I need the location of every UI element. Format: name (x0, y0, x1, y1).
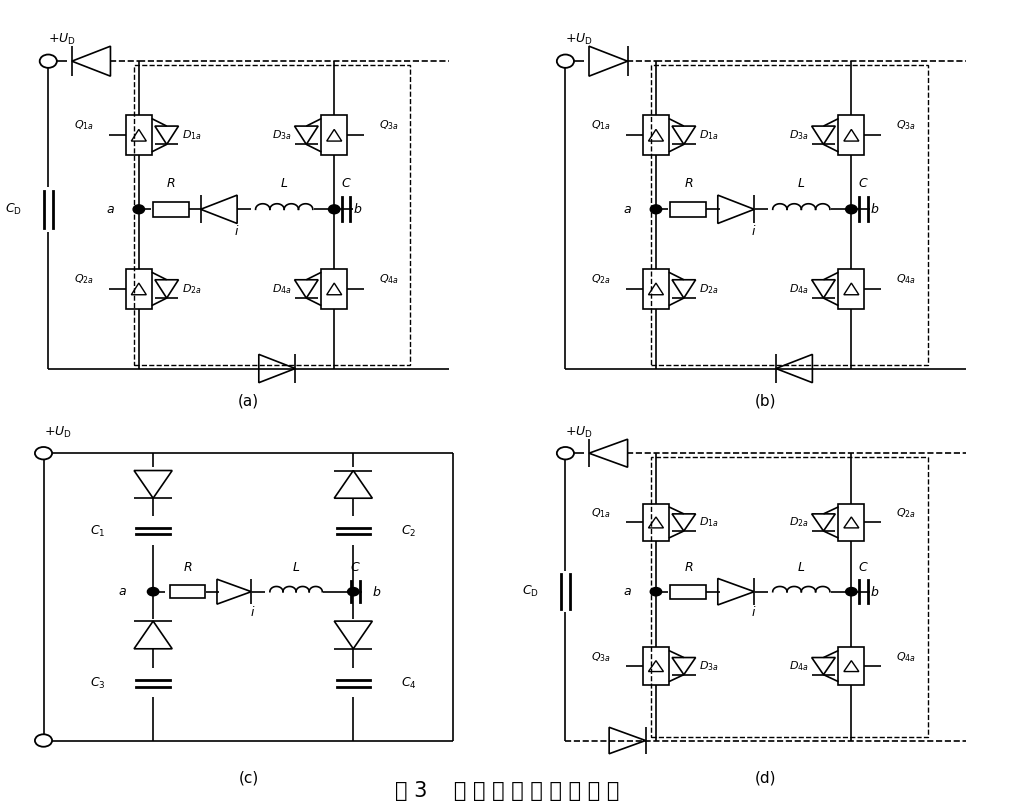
Text: $D_{4a}$: $D_{4a}$ (272, 282, 291, 295)
Circle shape (846, 204, 857, 214)
Text: $C$: $C$ (350, 561, 361, 574)
Text: $D_{3a}$: $D_{3a}$ (699, 659, 719, 673)
Text: $Q_{2a}$: $Q_{2a}$ (896, 506, 917, 520)
Text: $b$: $b$ (372, 584, 381, 599)
Text: $Q_{1a}$: $Q_{1a}$ (591, 506, 610, 520)
Bar (321, 115, 347, 155)
Text: $R$: $R$ (166, 177, 176, 190)
Bar (126, 115, 152, 155)
Text: $b$: $b$ (870, 202, 880, 217)
Text: $D_{4a}$: $D_{4a}$ (789, 282, 808, 295)
Text: $D_{3a}$: $D_{3a}$ (272, 128, 291, 142)
Text: $C_4$: $C_4$ (401, 676, 417, 691)
Text: $C$: $C$ (858, 177, 869, 190)
Text: (a): (a) (238, 394, 259, 409)
Text: $Q_{3a}$: $Q_{3a}$ (896, 118, 917, 132)
Circle shape (846, 588, 857, 596)
Bar (169, 585, 205, 598)
Text: $L$: $L$ (797, 177, 805, 190)
Text: $L$: $L$ (292, 561, 300, 574)
Text: $Q_{1a}$: $Q_{1a}$ (74, 118, 93, 132)
Text: $Q_{4a}$: $Q_{4a}$ (896, 650, 917, 663)
Text: $a$: $a$ (624, 585, 632, 598)
Text: $D_{4a}$: $D_{4a}$ (789, 659, 808, 673)
Circle shape (650, 588, 662, 596)
Text: $C_3$: $C_3$ (90, 676, 105, 691)
Bar (651, 65, 928, 365)
Bar (839, 115, 864, 155)
Text: $Q_{3a}$: $Q_{3a}$ (591, 650, 610, 663)
Circle shape (40, 55, 57, 68)
Text: $Q_{3a}$: $Q_{3a}$ (379, 118, 400, 132)
Text: $L$: $L$ (797, 561, 805, 574)
Circle shape (147, 588, 159, 596)
Text: $D_{2a}$: $D_{2a}$ (789, 515, 808, 530)
Text: $D_{1a}$: $D_{1a}$ (699, 515, 719, 530)
Circle shape (557, 447, 574, 460)
Text: $b$: $b$ (353, 202, 363, 217)
Text: (d): (d) (754, 770, 777, 785)
Text: $Q_{2a}$: $Q_{2a}$ (591, 272, 610, 286)
Bar (643, 504, 669, 541)
Circle shape (34, 734, 52, 747)
Text: $C_{\rm D}$: $C_{\rm D}$ (522, 584, 539, 599)
Bar (643, 647, 669, 685)
Text: $a$: $a$ (624, 203, 632, 216)
Text: $C$: $C$ (858, 561, 869, 574)
Text: $R$: $R$ (183, 561, 193, 574)
Text: $a$: $a$ (106, 203, 115, 216)
Circle shape (348, 588, 359, 596)
Bar (651, 456, 928, 737)
Circle shape (34, 447, 52, 460)
Bar (134, 65, 411, 365)
Bar (153, 202, 189, 217)
Text: $i$: $i$ (234, 225, 239, 238)
Text: $D_{1a}$: $D_{1a}$ (699, 128, 719, 142)
Text: $i$: $i$ (751, 605, 756, 619)
Bar (670, 202, 706, 217)
Text: $a$: $a$ (118, 585, 127, 598)
Bar (839, 504, 864, 541)
Bar (126, 269, 152, 309)
Text: (c): (c) (238, 770, 259, 785)
Text: (b): (b) (754, 394, 777, 409)
Bar (643, 115, 669, 155)
Circle shape (133, 204, 145, 214)
Text: $Q_{2a}$: $Q_{2a}$ (74, 272, 93, 286)
Text: $+U_{\rm D}$: $+U_{\rm D}$ (49, 31, 76, 47)
Text: $+U_{\rm D}$: $+U_{\rm D}$ (44, 425, 71, 440)
Text: $C_1$: $C_1$ (90, 523, 105, 539)
Text: $+U_{\rm D}$: $+U_{\rm D}$ (566, 425, 593, 440)
Text: $R$: $R$ (683, 177, 694, 190)
Bar (839, 647, 864, 685)
Text: $Q_{1a}$: $Q_{1a}$ (591, 118, 610, 132)
Text: $C_2$: $C_2$ (401, 523, 417, 539)
Circle shape (557, 55, 574, 68)
Bar (670, 584, 706, 599)
Text: $D_{1a}$: $D_{1a}$ (182, 128, 202, 142)
Circle shape (329, 204, 340, 214)
Text: $Q_{4a}$: $Q_{4a}$ (896, 272, 917, 286)
Circle shape (650, 204, 662, 214)
Bar (643, 269, 669, 309)
Bar (321, 269, 347, 309)
Text: 图 3    工 作 过 程 等 效 结 构 图: 图 3 工 作 过 程 等 效 结 构 图 (394, 781, 620, 801)
Text: $Q_{4a}$: $Q_{4a}$ (379, 272, 400, 286)
Bar (839, 269, 864, 309)
Text: $D_{2a}$: $D_{2a}$ (182, 282, 202, 295)
Text: $L$: $L$ (280, 177, 288, 190)
Text: $D_{3a}$: $D_{3a}$ (789, 128, 808, 142)
Text: $C$: $C$ (341, 177, 352, 190)
Text: $i$: $i$ (751, 225, 756, 238)
Text: $D_{2a}$: $D_{2a}$ (699, 282, 719, 295)
Text: $+U_{\rm D}$: $+U_{\rm D}$ (566, 31, 593, 47)
Text: $b$: $b$ (870, 584, 880, 599)
Text: $R$: $R$ (683, 561, 694, 574)
Text: $C_{\rm D}$: $C_{\rm D}$ (5, 202, 22, 217)
Text: $i$: $i$ (250, 605, 256, 619)
